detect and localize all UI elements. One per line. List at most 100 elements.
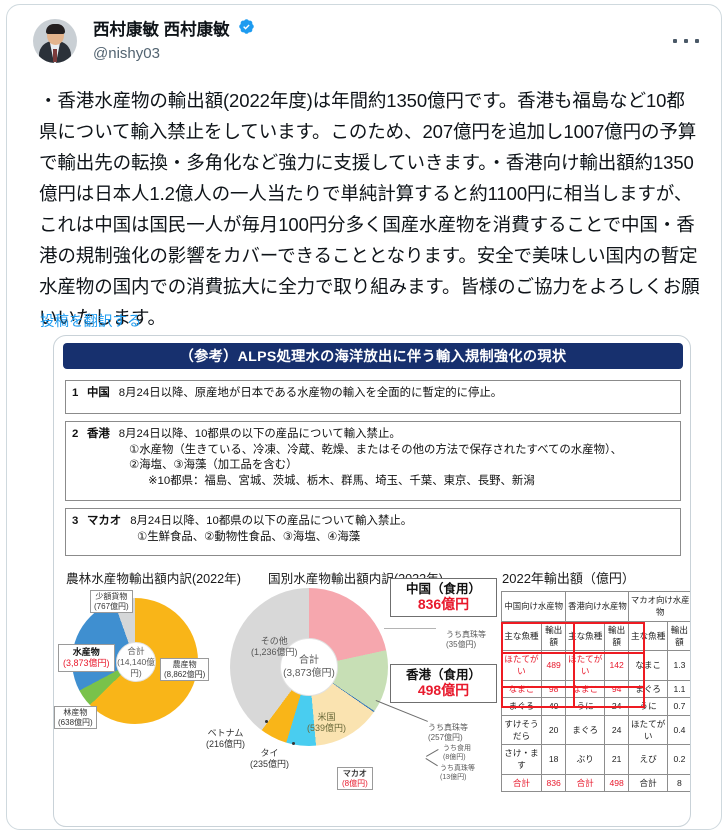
middle-pie-label-sonota-value: (1,236億円) — [251, 647, 298, 657]
item-1-country: 中国 — [87, 387, 110, 399]
item-3-line-1: 8月24日以降、10都県の以下の産品について輸入禁止。 — [130, 515, 413, 527]
middle-pie-center-value: (3,873億円) — [283, 668, 335, 679]
left-pie-label-rinsan-value: (638億円) — [58, 717, 93, 727]
image-banner-title: （参考）ALPS処理水の海洋放出に伴う輸入規制強化の現状 — [63, 343, 683, 369]
annotation-pearl-macao: うち真珠等 (13億円) — [440, 765, 475, 782]
table-sub-amount-hongkong: 輸出額 — [603, 620, 630, 651]
callout-china: 中国（食用） 836億円 — [390, 578, 497, 617]
middle-pie-label-vietnam-value: (216億円) — [206, 739, 246, 749]
table-sub-species-hongkong: 主な魚種 — [565, 620, 605, 651]
cell-r4c1: すけそうだら — [501, 714, 542, 745]
tweet-body-text: ・香港水産物の輸出額(2022年度)は年間約1350億円です。香港も福島など10… — [39, 90, 700, 328]
display-name[interactable]: 西村康敏 西村康敏 — [93, 21, 230, 39]
leader-line-hongkong — [375, 700, 428, 722]
annotation-pearl-china-value: (35億円) — [446, 639, 477, 649]
table-row: まぐろ 40 うに 24 うに 0.7 — [501, 697, 690, 716]
item-2-line-4: ※10都県：福島、宮城、茨城、栃木、群馬、埼玉、千葉、東京、長野、新潟 — [148, 474, 535, 487]
leader-line-macao-pearl — [425, 758, 438, 767]
callout-hongkong: 香港（食用） 498億円 — [390, 664, 497, 703]
annotation-pearl-hongkong: うち真珠等 (257億円) — [428, 723, 468, 742]
callout-macao-value: (8億円) — [342, 778, 368, 788]
cell-r4c5: ほたてがい — [628, 714, 668, 745]
left-pie-label-suisan: 水産物 (3,873億円) — [58, 644, 115, 672]
leader-line-china — [384, 628, 436, 629]
table-group-header-row: 中国向け水産物 香港向け水産物 マカオ向け水産物 — [500, 591, 690, 622]
cell-r3c3: うに — [565, 697, 605, 716]
cell-r5c6: 0.2 — [666, 744, 690, 775]
left-pie-label-nousan-value: (8,862億円) — [164, 669, 206, 679]
attached-image[interactable]: （参考）ALPS処理水の海洋放出に伴う輸入規制強化の現状 1 中国 8月24日以… — [53, 335, 691, 827]
cell-total-label-macao: 合計 — [628, 773, 668, 792]
table-group-hongkong: 香港向け水産物 — [565, 591, 630, 622]
cell-r5c2: 18 — [540, 744, 567, 775]
item-3-line-2: ①生鮮食品、②動物性食品、③海塩、④海藻 — [137, 530, 361, 543]
cell-r3c5: うに — [628, 697, 668, 716]
item-2-line-3: ②海塩、③海藻（加工品を含む） — [129, 459, 298, 471]
annotation-pearl-macao-name: うち真珠等 — [440, 765, 475, 772]
middle-pie-label-sonota: その他 (1,236億円) — [251, 636, 298, 658]
middle-pie-label-thai-value: (235億円) — [250, 759, 290, 769]
item-2-country: 香港 — [87, 428, 110, 440]
callout-macao-name: マカオ — [342, 769, 367, 778]
verified-icon — [238, 18, 255, 40]
callout-china-line1: 中国（食用） — [405, 582, 481, 596]
regulation-item-3: 3 マカオ 8月24日以降、10都県の以下の産品について輸入禁止。 ①生鮮食品、… — [65, 508, 681, 556]
cell-r4c6: 0.4 — [666, 714, 690, 745]
cell-r2c2: 98 — [540, 679, 567, 698]
item-3-country: マカオ — [87, 515, 122, 527]
left-pie-label-suisan-name: 水産物 — [72, 647, 100, 657]
annotation-food-macao: うち食用 (8億円) — [443, 745, 471, 762]
cell-r3c2: 40 — [540, 697, 567, 716]
middle-pie-label-thai: タイ (235億円) — [250, 748, 289, 770]
cell-total-value-hongkong: 498 — [603, 773, 630, 792]
left-pie-title: 農林水産物輸出額内訳(2022年) — [66, 572, 241, 586]
cell-r4c4: 24 — [603, 714, 630, 745]
middle-pie-label-vietnam-name: ベトナム — [207, 728, 244, 738]
item-1-line-1: 8月24日以降、原産地が日本である水産物の輸入を全面的に暫定的に停止。 — [118, 387, 503, 399]
author-block: 西村康敏 西村康敏 @nishy03 — [93, 19, 255, 64]
avatar-hair — [46, 24, 65, 34]
callout-hongkong-amount: 498億円 — [417, 682, 470, 698]
cell-r1c4: 142 — [603, 650, 630, 681]
more-options-icon[interactable] — [669, 31, 703, 51]
left-pie-label-nousan: 農産物 (8,862億円) — [160, 658, 210, 681]
middle-pie-label-thai-name: タイ — [260, 748, 279, 758]
left-pie-center-value: (14,140億円) — [117, 656, 155, 678]
left-pie-label-suisan-value: (3,873億円) — [63, 658, 110, 668]
tweet-card: 西村康敏 西村康敏 @nishy03 ・香港水産物の輸出額(2022年度)は年間… — [6, 4, 722, 830]
middle-pie-label-vietnam: ベトナム (216億円) — [206, 728, 245, 750]
export-amount-table: 中国向け水産物 香港向け水産物 マカオ向け水産物 主な魚種 輸出額 主な魚種 輸… — [500, 591, 690, 792]
callout-china-amount: 836億円 — [417, 596, 470, 612]
middle-pie-center-label: 合計 — [299, 655, 319, 666]
avatar-tie — [53, 49, 57, 62]
item-2-number: 2 — [72, 428, 79, 440]
annotation-pearl-hongkong-name: うち真珠等 — [428, 723, 468, 732]
translate-post-link[interactable]: 投稿を翻訳する — [40, 314, 142, 330]
left-pie-label-rinsan: 林産物 (638億円) — [54, 706, 97, 729]
table-sub-species-macao: 主な魚種 — [628, 620, 668, 651]
table-subheader-row: 主な魚種 輸出額 主な魚種 輸出額 主な魚種 輸出額 — [501, 620, 690, 651]
avatar[interactable] — [33, 19, 77, 63]
cell-r2c4: 94 — [603, 679, 630, 698]
callout-hongkong-line1: 香港（食用） — [405, 668, 481, 682]
cell-r2c6: 1.1 — [666, 679, 690, 698]
annotation-food-macao-name: うち食用 — [443, 745, 471, 752]
handle[interactable]: @nishy03 — [93, 45, 160, 62]
cell-r1c2: 489 — [540, 650, 567, 681]
item-3-number: 3 — [72, 515, 79, 527]
middle-pie-label-beikoku-value: (539億円) — [307, 723, 347, 733]
cell-r5c1: さけ・ます — [501, 744, 542, 775]
table-row: ほたてがい 489 ほたてがい 142 なまこ 1.3 — [501, 650, 690, 681]
table-sub-species-china: 主な魚種 — [501, 620, 542, 651]
cell-r1c3: ほたてがい — [565, 650, 605, 681]
leader-line-macao-food — [426, 749, 439, 757]
charts-region: 農林水産物輸出額内訳(2022年) 国別水産物輸出額内訳(2022年) 2022… — [54, 560, 690, 826]
cell-r2c1: なまこ — [501, 679, 542, 698]
table-title: 2022年輸出額（億円） — [502, 571, 635, 586]
left-pie-label-rinsan-name: 林産物 — [63, 708, 88, 717]
cell-r3c1: まぐろ — [501, 697, 542, 716]
cell-r3c4: 24 — [603, 697, 630, 716]
cell-total-value-china: 836 — [540, 773, 567, 792]
table-row: さけ・ます 18 ぶり 21 えび 0.2 — [501, 744, 690, 775]
cell-r2c5: まぐろ — [628, 679, 668, 698]
